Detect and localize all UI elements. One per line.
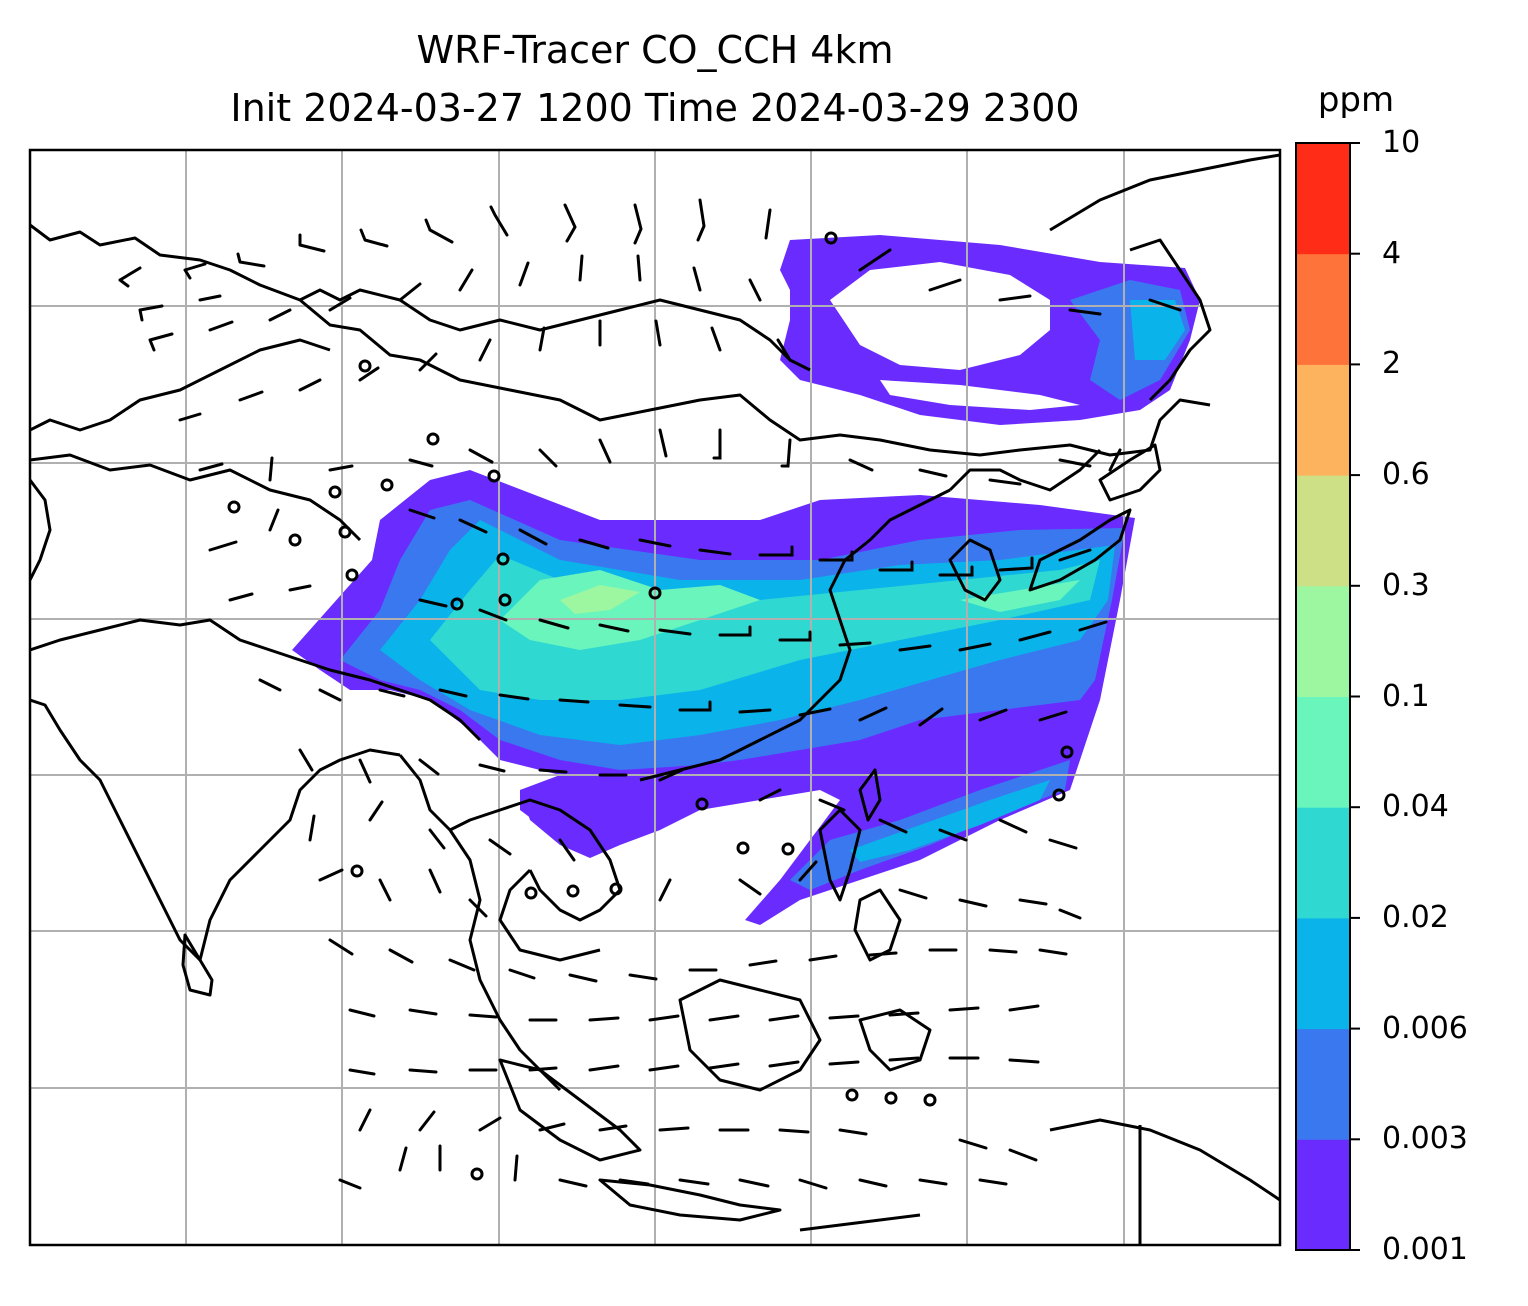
colorbar-swatch — [1296, 1028, 1350, 1140]
colorbar-swatch — [1296, 807, 1350, 919]
colorbar-swatch — [1296, 917, 1350, 1030]
colorbar-swatch — [1296, 475, 1350, 587]
plume-se-asia — [520, 780, 660, 858]
colorbar-tick-label: 0.006 — [1382, 1010, 1468, 1046]
colorbar-tick-label: 0.04 — [1382, 789, 1449, 825]
map-frame — [28, 148, 1282, 1247]
coastlines-and-borders — [30, 153, 1280, 1245]
plume-south-branch-inner — [850, 780, 1050, 862]
map-title-line1: WRF-Tracer CO_CCH 4km — [416, 28, 894, 72]
plume-east-core — [960, 580, 1080, 612]
colorbar-tick-label: 4 — [1382, 235, 1402, 271]
plume-ne-core — [1130, 300, 1185, 360]
colorbar-swatch — [1296, 585, 1350, 697]
colorbar-swatch — [1296, 1139, 1350, 1251]
tracer-concentration-field — [292, 235, 1200, 925]
colorbar-tick-label: 0.3 — [1382, 567, 1430, 603]
calm-wind-markers — [227, 231, 1074, 1181]
colorbar-tick-label: 0.6 — [1382, 457, 1430, 493]
plume-north-loop-inner — [830, 262, 1050, 370]
colorbar-tick-label: 0.02 — [1382, 899, 1449, 935]
colorbar-tick-label: 0.003 — [1382, 1121, 1468, 1157]
colorbar-tick-label: 0.001 — [1382, 1232, 1468, 1267]
plume-level-0.04 — [500, 570, 760, 650]
colorbar-swatch — [1296, 696, 1350, 808]
plume-north-loop-hole2 — [880, 380, 1080, 410]
colorbar-unit-label: ppm — [1317, 80, 1395, 120]
colorbar-swatch — [1296, 364, 1350, 476]
colorbar-swatch — [1296, 143, 1350, 255]
colorbar — [1295, 142, 1360, 1251]
map-title-line2: Init 2024-03-27 1200 Time 2024-03-29 230… — [230, 86, 1080, 130]
colorbar-swatch — [1296, 253, 1350, 365]
plume-level-0.1 — [560, 585, 640, 614]
colorbar-tick-label: 10 — [1382, 125, 1421, 160]
wind-barbs — [118, 198, 1182, 1190]
colorbar-tick-label: 2 — [1382, 346, 1402, 382]
colorbar-tick-label: 0.1 — [1382, 678, 1430, 714]
